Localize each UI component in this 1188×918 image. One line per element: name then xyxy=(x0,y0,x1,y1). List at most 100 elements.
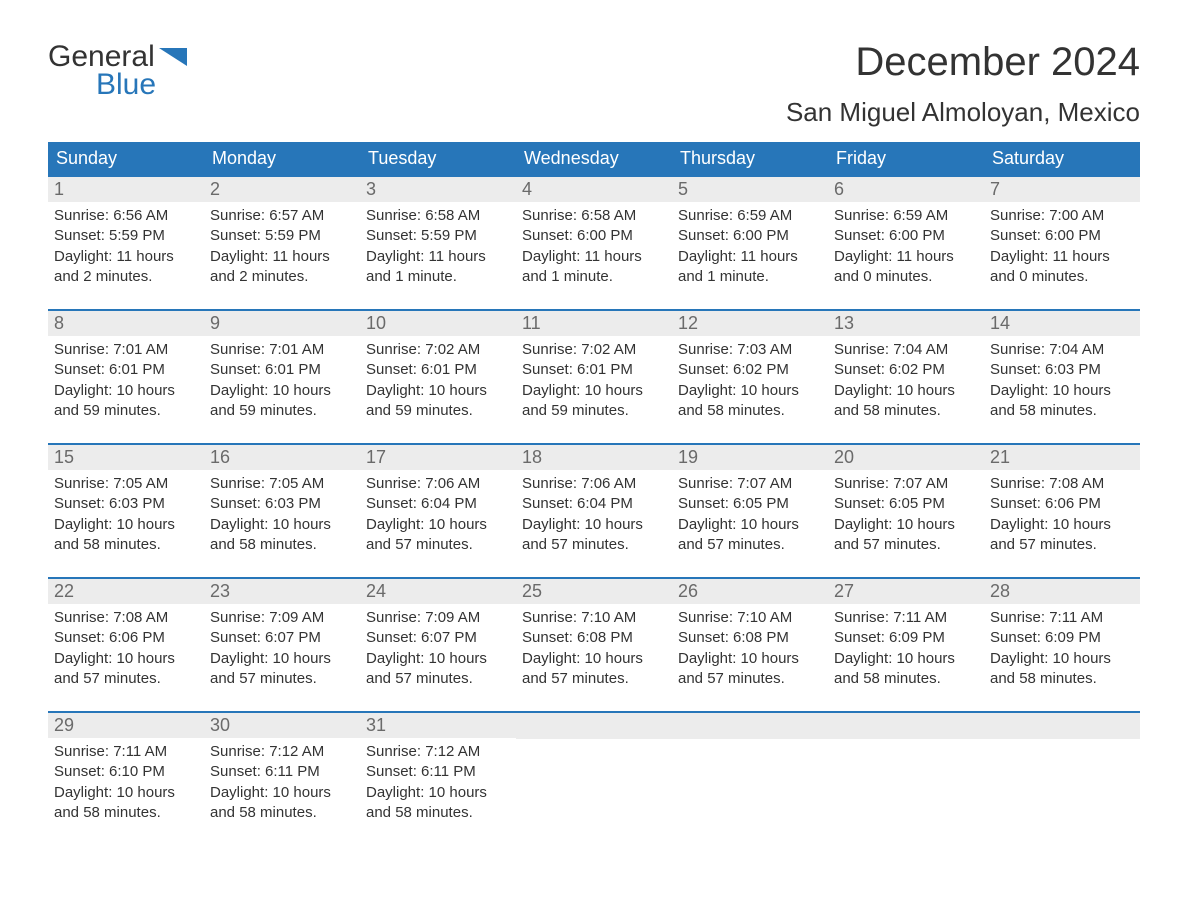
day-cell: 22Sunrise: 7:08 AMSunset: 6:06 PMDayligh… xyxy=(48,579,204,689)
day-number: 18 xyxy=(522,447,542,467)
weeks-container: 1Sunrise: 6:56 AMSunset: 5:59 PMDaylight… xyxy=(48,175,1140,823)
day-number-row: 22 xyxy=(48,579,204,604)
empty-day-number-row xyxy=(828,713,984,739)
day-number-row: 25 xyxy=(516,579,672,604)
day-sunset: Sunset: 6:03 PM xyxy=(990,360,1134,380)
week-row: 15Sunrise: 7:05 AMSunset: 6:03 PMDayligh… xyxy=(48,443,1140,555)
dow-saturday: Saturday xyxy=(984,142,1140,175)
day-number-row: 29 xyxy=(48,713,204,738)
day-sunset: Sunset: 6:08 PM xyxy=(522,628,666,648)
day-body: Sunrise: 7:11 AMSunset: 6:09 PMDaylight:… xyxy=(828,604,984,689)
day-cell xyxy=(516,713,672,823)
day-daylight1: Daylight: 10 hours xyxy=(366,381,510,401)
day-cell: 7 Sunrise: 7:00 AMSunset: 6:00 PMDaylight… xyxy=(984,177,1140,287)
day-daylight1: Daylight: 10 hours xyxy=(834,381,978,401)
day-daylight2: and 1 minute. xyxy=(366,267,510,287)
day-body: Sunrise: 7:01 AMSunset: 6:01 PMDaylight:… xyxy=(204,336,360,421)
day-sunrise: Sunrise: 7:00 AM xyxy=(990,206,1134,226)
day-body: Sunrise: 7:09 AMSunset: 6:07 PMDaylight:… xyxy=(204,604,360,689)
day-number: 22 xyxy=(54,581,74,601)
day-number: 3 xyxy=(366,179,376,199)
day-daylight2: and 58 minutes. xyxy=(990,401,1134,421)
day-number: 21 xyxy=(990,447,1010,467)
day-sunrise: Sunrise: 7:12 AM xyxy=(210,742,354,762)
day-number: 6 xyxy=(834,179,844,199)
day-sunrise: Sunrise: 7:12 AM xyxy=(366,742,510,762)
day-sunrise: Sunrise: 7:05 AM xyxy=(54,474,198,494)
day-number-row: 24 xyxy=(360,579,516,604)
day-number-row: 23 xyxy=(204,579,360,604)
day-cell xyxy=(828,713,984,823)
day-daylight1: Daylight: 10 hours xyxy=(678,381,822,401)
day-sunset: Sunset: 5:59 PM xyxy=(54,226,198,246)
day-body: Sunrise: 7:09 AMSunset: 6:07 PMDaylight:… xyxy=(360,604,516,689)
day-number-row: 15 xyxy=(48,445,204,470)
dow-wednesday: Wednesday xyxy=(516,142,672,175)
day-number-row: 7 xyxy=(984,177,1140,202)
day-daylight1: Daylight: 10 hours xyxy=(54,381,198,401)
day-number: 25 xyxy=(522,581,542,601)
day-sunrise: Sunrise: 7:11 AM xyxy=(990,608,1134,628)
day-number-row: 10 xyxy=(360,311,516,336)
day-number: 17 xyxy=(366,447,386,467)
day-number: 20 xyxy=(834,447,854,467)
day-sunrise: Sunrise: 7:02 AM xyxy=(366,340,510,360)
day-daylight1: Daylight: 11 hours xyxy=(678,247,822,267)
dow-friday: Friday xyxy=(828,142,984,175)
day-cell: 24Sunrise: 7:09 AMSunset: 6:07 PMDayligh… xyxy=(360,579,516,689)
day-daylight1: Daylight: 10 hours xyxy=(210,515,354,535)
day-body: Sunrise: 7:07 AMSunset: 6:05 PMDaylight:… xyxy=(672,470,828,555)
day-sunset: Sunset: 6:05 PM xyxy=(834,494,978,514)
day-sunrise: Sunrise: 7:07 AM xyxy=(834,474,978,494)
day-sunrise: Sunrise: 7:01 AM xyxy=(54,340,198,360)
day-sunrise: Sunrise: 6:56 AM xyxy=(54,206,198,226)
day-body: Sunrise: 6:57 AMSunset: 5:59 PMDaylight:… xyxy=(204,202,360,287)
day-sunset: Sunset: 6:07 PM xyxy=(366,628,510,648)
day-sunset: Sunset: 6:01 PM xyxy=(522,360,666,380)
day-cell: 15Sunrise: 7:05 AMSunset: 6:03 PMDayligh… xyxy=(48,445,204,555)
day-daylight2: and 57 minutes. xyxy=(678,669,822,689)
day-number: 26 xyxy=(678,581,698,601)
day-cell: 9Sunrise: 7:01 AMSunset: 6:01 PMDaylight… xyxy=(204,311,360,421)
day-sunset: Sunset: 6:04 PM xyxy=(366,494,510,514)
day-sunset: Sunset: 6:09 PM xyxy=(990,628,1134,648)
day-cell: 16Sunrise: 7:05 AMSunset: 6:03 PMDayligh… xyxy=(204,445,360,555)
day-daylight1: Daylight: 11 hours xyxy=(210,247,354,267)
day-body: Sunrise: 7:06 AMSunset: 6:04 PMDaylight:… xyxy=(360,470,516,555)
day-number-row: 31 xyxy=(360,713,516,738)
day-daylight1: Daylight: 10 hours xyxy=(990,515,1134,535)
day-sunrise: Sunrise: 7:10 AM xyxy=(522,608,666,628)
day-cell: 30Sunrise: 7:12 AMSunset: 6:11 PMDayligh… xyxy=(204,713,360,823)
day-cell: 29Sunrise: 7:11 AMSunset: 6:10 PMDayligh… xyxy=(48,713,204,823)
day-daylight1: Daylight: 11 hours xyxy=(834,247,978,267)
day-daylight2: and 57 minutes. xyxy=(366,535,510,555)
day-sunset: Sunset: 6:10 PM xyxy=(54,762,198,782)
day-sunset: Sunset: 6:02 PM xyxy=(834,360,978,380)
day-daylight1: Daylight: 11 hours xyxy=(990,247,1134,267)
day-sunset: Sunset: 6:11 PM xyxy=(210,762,354,782)
day-cell: 1Sunrise: 6:56 AMSunset: 5:59 PMDaylight… xyxy=(48,177,204,287)
day-body: Sunrise: 7:12 AMSunset: 6:11 PMDaylight:… xyxy=(204,738,360,823)
day-sunrise: Sunrise: 7:08 AM xyxy=(54,608,198,628)
day-body: Sunrise: 7:10 AMSunset: 6:08 PMDaylight:… xyxy=(516,604,672,689)
day-sunrise: Sunrise: 7:09 AM xyxy=(210,608,354,628)
day-sunset: Sunset: 6:00 PM xyxy=(834,226,978,246)
day-daylight2: and 1 minute. xyxy=(522,267,666,287)
day-cell: 23Sunrise: 7:09 AMSunset: 6:07 PMDayligh… xyxy=(204,579,360,689)
dow-row: Sunday Monday Tuesday Wednesday Thursday… xyxy=(48,142,1140,175)
day-number: 8 xyxy=(54,313,64,333)
empty-day-number-row xyxy=(672,713,828,739)
day-body: Sunrise: 7:01 AMSunset: 6:01 PMDaylight:… xyxy=(48,336,204,421)
day-sunrise: Sunrise: 7:07 AM xyxy=(678,474,822,494)
day-number: 15 xyxy=(54,447,74,467)
day-cell: 5Sunrise: 6:59 AMSunset: 6:00 PMDaylight… xyxy=(672,177,828,287)
day-sunset: Sunset: 6:01 PM xyxy=(210,360,354,380)
day-number-row: 8 xyxy=(48,311,204,336)
day-body: Sunrise: 7:10 AMSunset: 6:08 PMDaylight:… xyxy=(672,604,828,689)
day-cell: 6Sunrise: 6:59 AMSunset: 6:00 PMDaylight… xyxy=(828,177,984,287)
day-number: 7 xyxy=(990,179,1000,199)
day-daylight2: and 58 minutes. xyxy=(834,401,978,421)
day-body: Sunrise: 7:00 AMSunset: 6:00 PMDaylight:… xyxy=(984,202,1140,287)
day-sunset: Sunset: 6:01 PM xyxy=(54,360,198,380)
week-row: 22Sunrise: 7:08 AMSunset: 6:06 PMDayligh… xyxy=(48,577,1140,689)
